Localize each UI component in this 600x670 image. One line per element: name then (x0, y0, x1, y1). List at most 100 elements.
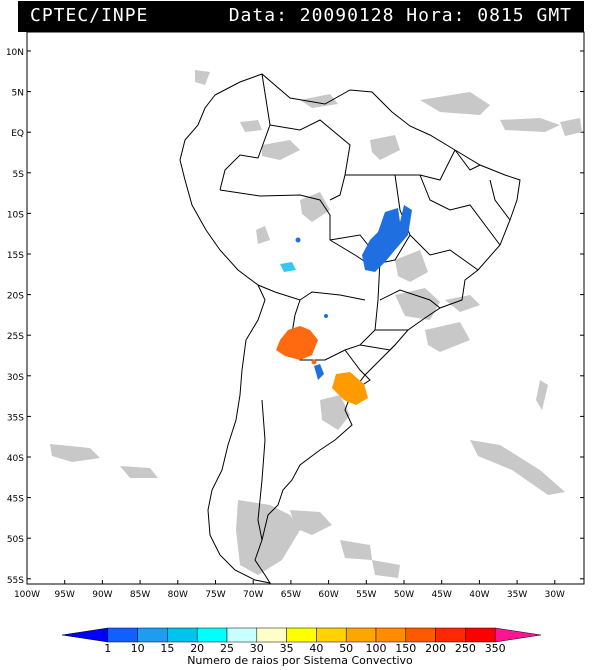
legend-value-label: 25 (220, 642, 234, 655)
legend-swatch (345, 627, 377, 643)
legend-swatch (167, 627, 198, 643)
legend-value-label: 35 (280, 642, 294, 655)
legend-value-label: 15 (160, 642, 174, 655)
country-border (219, 189, 331, 240)
state-border (419, 174, 501, 246)
lon-tick-label: 75W (205, 590, 225, 600)
lon-tick-label: 95W (55, 590, 75, 600)
cloud-patch (262, 140, 300, 160)
cloud-patch (370, 135, 400, 160)
cloud-patch (445, 295, 480, 312)
lon-tick-label: 85W (130, 590, 150, 600)
legend-colorbar (61, 627, 542, 643)
lon-tick-label: 40W (469, 590, 489, 600)
legend-value-label: 150 (395, 642, 416, 655)
convective-cell (295, 237, 301, 243)
state-border (454, 149, 481, 171)
state-border (489, 179, 511, 221)
cloud-patch (372, 560, 400, 578)
cloud-patch (50, 444, 100, 462)
cloud-patch (240, 120, 262, 132)
legend-value-label: 10 (131, 642, 145, 655)
legend-swatch (465, 627, 496, 643)
lat-tick-label: 30S (7, 373, 24, 383)
cloud-patch (120, 466, 158, 478)
legend-swatch (375, 627, 407, 643)
lat-tick-label: 10S (7, 210, 24, 220)
legend-value-label: 350 (485, 642, 506, 655)
convective-cell (276, 326, 318, 360)
lon-tick-label: 90W (92, 590, 112, 600)
cloud-patch (340, 540, 372, 560)
legend-swatch (286, 627, 317, 643)
legend-value-label: 40 (309, 642, 323, 655)
lat-tick-label: 15S (7, 251, 24, 261)
legend-values: 1 10 15 20 25 30 35 40 50 100 150 200 250 350 (104, 642, 505, 655)
lat-tick-label: 50S (7, 535, 24, 545)
country-border (289, 299, 379, 361)
legend-value-label: 100 (366, 642, 387, 655)
legend-swatch (137, 627, 168, 643)
legend-value-label: 20 (190, 642, 204, 655)
legend-value-label: 30 (250, 642, 264, 655)
legend-value-label: 200 (425, 642, 446, 655)
lon-tick-label: 80W (168, 590, 188, 600)
legend-value-label: 250 (455, 642, 476, 655)
convective-cell (324, 314, 328, 318)
convective-cell (280, 262, 296, 272)
cloud-areas (50, 70, 582, 578)
lat-tick-label: 5S (13, 170, 25, 180)
cloud-patch (425, 322, 470, 352)
map-frame (26, 31, 585, 585)
lon-tick-label: 30W (545, 590, 565, 600)
country-border (257, 399, 266, 541)
lat-tick-label: 25S (7, 332, 24, 342)
lat-tick-label: 20S (7, 292, 24, 302)
cloud-patch (395, 250, 428, 282)
lon-tick-label: 35W (507, 590, 527, 600)
legend-swatch (107, 627, 138, 643)
cloud-patch (320, 395, 350, 430)
lat-tick-label: 10N (6, 48, 24, 58)
lat-tick-label: 5N (12, 89, 24, 99)
south-america-coastline (179, 73, 521, 584)
legend-swatch (405, 627, 436, 643)
longitude-ticks: 100W 95W 90W 85W 80W 75W 70W 65W 60W 55W 50W 45W 40W… (14, 580, 565, 600)
convective-cell (362, 205, 412, 272)
legend-swatch (196, 627, 228, 643)
continent-outline (179, 73, 521, 584)
cloud-patch (560, 118, 582, 136)
lon-tick-label: 70W (243, 590, 263, 600)
lon-tick-label: 100W (14, 590, 40, 600)
lat-tick-label: 35S (7, 413, 24, 423)
legend-swatch (61, 627, 109, 643)
legend-swatch (316, 627, 347, 643)
lat-tick-label: 45S (7, 495, 24, 505)
title-bar: CPTEC/INPE Data: 20090128 Hora: 0815 GMT (18, 1, 584, 32)
legend-value-label: 1 (104, 642, 111, 655)
legend-swatch (494, 627, 542, 643)
cloud-patch (536, 380, 548, 410)
cloud-patch (395, 288, 440, 320)
state-border (394, 174, 479, 271)
lon-tick-label: 45W (432, 590, 452, 600)
latitude-ticks: 10N 5N EQ 5S 10S 15S 20S 25S 30S 35S 40S 45S 50S 55S (6, 48, 584, 586)
convective-cell (314, 364, 324, 380)
cloud-patch (195, 70, 210, 85)
legend-swatch (226, 627, 258, 643)
country-border (269, 119, 351, 201)
lat-tick-label: EQ (11, 129, 24, 139)
convective-cell (311, 359, 317, 365)
lat-tick-label: 40S (7, 454, 24, 464)
legend-swatch (435, 627, 466, 643)
cloud-patch (500, 118, 560, 132)
country-border (219, 73, 271, 191)
country-border (257, 284, 366, 301)
cloud-patch (290, 510, 332, 535)
lon-tick-label: 50W (394, 590, 414, 600)
state-border (359, 344, 396, 351)
lat-tick-label: 55S (7, 576, 24, 586)
source-label: CPTEC/INPE (30, 5, 149, 26)
datetime-label: Data: 20090128 Hora: 0815 GMT (228, 5, 572, 26)
